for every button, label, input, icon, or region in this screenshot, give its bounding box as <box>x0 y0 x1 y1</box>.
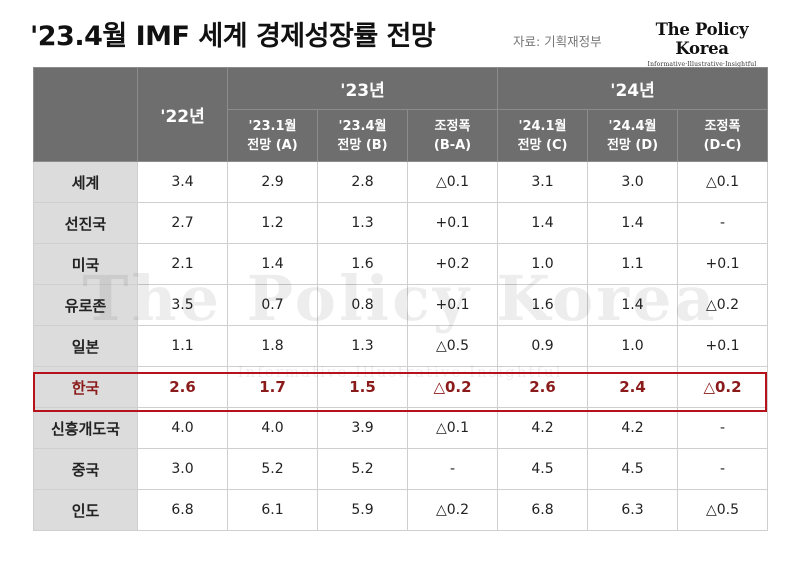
header-corner <box>33 67 138 162</box>
header-2022: '22년 <box>137 67 228 162</box>
table-cell: 4.0 <box>137 407 228 449</box>
table-cell: △0.5 <box>677 489 768 531</box>
table-cell: 2.8 <box>317 161 408 203</box>
table-cell: 2.9 <box>227 161 318 203</box>
table-cell: 0.7 <box>227 284 318 326</box>
table-cell: △0.2 <box>677 366 768 408</box>
header-23-jan: '23.1월 전망 (A) <box>227 109 318 162</box>
table-cell: 6.3 <box>587 489 678 531</box>
table-cell: 6.8 <box>137 489 228 531</box>
brand-logo: The Policy Korea Informative·Illustrativ… <box>632 20 772 68</box>
header-24-adjust: 조정폭 (D-C) <box>677 109 768 162</box>
table-cell: 0.9 <box>497 325 588 367</box>
row-label: 세계 <box>33 161 138 203</box>
table-cell: 5.2 <box>317 448 408 490</box>
table-cell: 2.6 <box>497 366 588 408</box>
table-cell: 1.8 <box>227 325 318 367</box>
table-cell: +0.2 <box>407 243 498 285</box>
table-cell: 1.6 <box>317 243 408 285</box>
table-cell: 1.7 <box>227 366 318 408</box>
table-cell: 2.7 <box>137 202 228 244</box>
table-row: 인도 6.8 6.1 5.9 △0.2 6.8 6.3 △0.5 <box>33 489 768 531</box>
table-cell: 1.4 <box>227 243 318 285</box>
growth-forecast-table: '22년 '23년 '24년 '23.1월 전망 (A) '23.4월 전망 (B)… <box>33 67 768 531</box>
table-cell: △0.5 <box>407 325 498 367</box>
table-cell: - <box>677 448 768 490</box>
table-cell: 1.4 <box>587 284 678 326</box>
row-label: 일본 <box>33 325 138 367</box>
table-cell: - <box>407 448 498 490</box>
table-cell: △0.2 <box>677 284 768 326</box>
source-note: 자료: 기획재정부 <box>513 34 602 49</box>
row-label: 미국 <box>33 243 138 285</box>
highlighted-row-korea: 한국 2.6 1.7 1.5 △0.2 2.6 2.4 △0.2 <box>33 366 768 408</box>
row-label: 선진국 <box>33 202 138 244</box>
table-row: 일본 1.1 1.8 1.3 △0.5 0.9 1.0 +0.1 <box>33 325 768 367</box>
page-title: '23.4월 IMF 세계 경제성장률 전망 <box>30 21 436 52</box>
table-cell: 6.8 <box>497 489 588 531</box>
table-row: 신흥개도국 4.0 4.0 3.9 △0.1 4.2 4.2 - <box>33 407 768 449</box>
table-cell: 5.9 <box>317 489 408 531</box>
table-row: 유로존 3.5 0.7 0.8 +0.1 1.6 1.4 △0.2 <box>33 284 768 326</box>
table-cell: 3.0 <box>137 448 228 490</box>
table-cell: 4.5 <box>497 448 588 490</box>
table-cell: 5.2 <box>227 448 318 490</box>
table-cell: 1.5 <box>317 366 408 408</box>
header-24-apr: '24.4월 전망 (D) <box>587 109 678 162</box>
table-cell: 2.1 <box>137 243 228 285</box>
header-23-apr: '23.4월 전망 (B) <box>317 109 408 162</box>
table-cell: 1.6 <box>497 284 588 326</box>
table-cell: 1.1 <box>587 243 678 285</box>
row-label: 중국 <box>33 448 138 490</box>
table-cell: +0.1 <box>407 202 498 244</box>
table-cell: 6.1 <box>227 489 318 531</box>
logo-name: The Policy Korea <box>655 20 749 58</box>
row-label: 한국 <box>33 366 138 408</box>
table-cell: +0.1 <box>677 325 768 367</box>
table-cell: 1.0 <box>587 325 678 367</box>
table-cell: 2.6 <box>137 366 228 408</box>
table-cell: 3.9 <box>317 407 408 449</box>
logo-tagline: Informative·Illustrative·Insightful <box>647 61 757 68</box>
header-2024: '24년 <box>497 67 768 110</box>
table-row: 선진국 2.7 1.2 1.3 +0.1 1.4 1.4 - <box>33 202 768 244</box>
table-cell: +0.1 <box>677 243 768 285</box>
header-23-adjust: 조정폭 (B-A) <box>407 109 498 162</box>
table-cell: 1.0 <box>497 243 588 285</box>
table-cell: 3.1 <box>497 161 588 203</box>
table-cell: 4.2 <box>587 407 678 449</box>
row-label: 신흥개도국 <box>33 407 138 449</box>
table-cell: 1.4 <box>587 202 678 244</box>
table-cell: 1.3 <box>317 325 408 367</box>
row-label: 유로존 <box>33 284 138 326</box>
table-cell: △0.1 <box>407 407 498 449</box>
table-cell: △0.1 <box>677 161 768 203</box>
table-cell: 3.4 <box>137 161 228 203</box>
table-cell: 1.2 <box>227 202 318 244</box>
table-cell: 1.3 <box>317 202 408 244</box>
table-cell: - <box>677 407 768 449</box>
table-cell: △0.2 <box>407 366 498 408</box>
table-cell: - <box>677 202 768 244</box>
table-cell: +0.1 <box>407 284 498 326</box>
table-cell: 3.0 <box>587 161 678 203</box>
row-label: 인도 <box>33 489 138 531</box>
header-2023: '23년 <box>227 67 498 110</box>
table-cell: 4.0 <box>227 407 318 449</box>
table-cell: 4.5 <box>587 448 678 490</box>
table-row: 세계 3.4 2.9 2.8 △0.1 3.1 3.0 △0.1 <box>33 161 768 203</box>
table-cell: 4.2 <box>497 407 588 449</box>
table-cell: 1.1 <box>137 325 228 367</box>
header-24-jan: '24.1월 전망 (C) <box>497 109 588 162</box>
table-row: 미국 2.1 1.4 1.6 +0.2 1.0 1.1 +0.1 <box>33 243 768 285</box>
table-cell: 2.4 <box>587 366 678 408</box>
table-cell: △0.2 <box>407 489 498 531</box>
table-cell: 1.4 <box>497 202 588 244</box>
table-cell: 0.8 <box>317 284 408 326</box>
table-cell: 3.5 <box>137 284 228 326</box>
table-cell: △0.1 <box>407 161 498 203</box>
table-row: 중국 3.0 5.2 5.2 - 4.5 4.5 - <box>33 448 768 490</box>
